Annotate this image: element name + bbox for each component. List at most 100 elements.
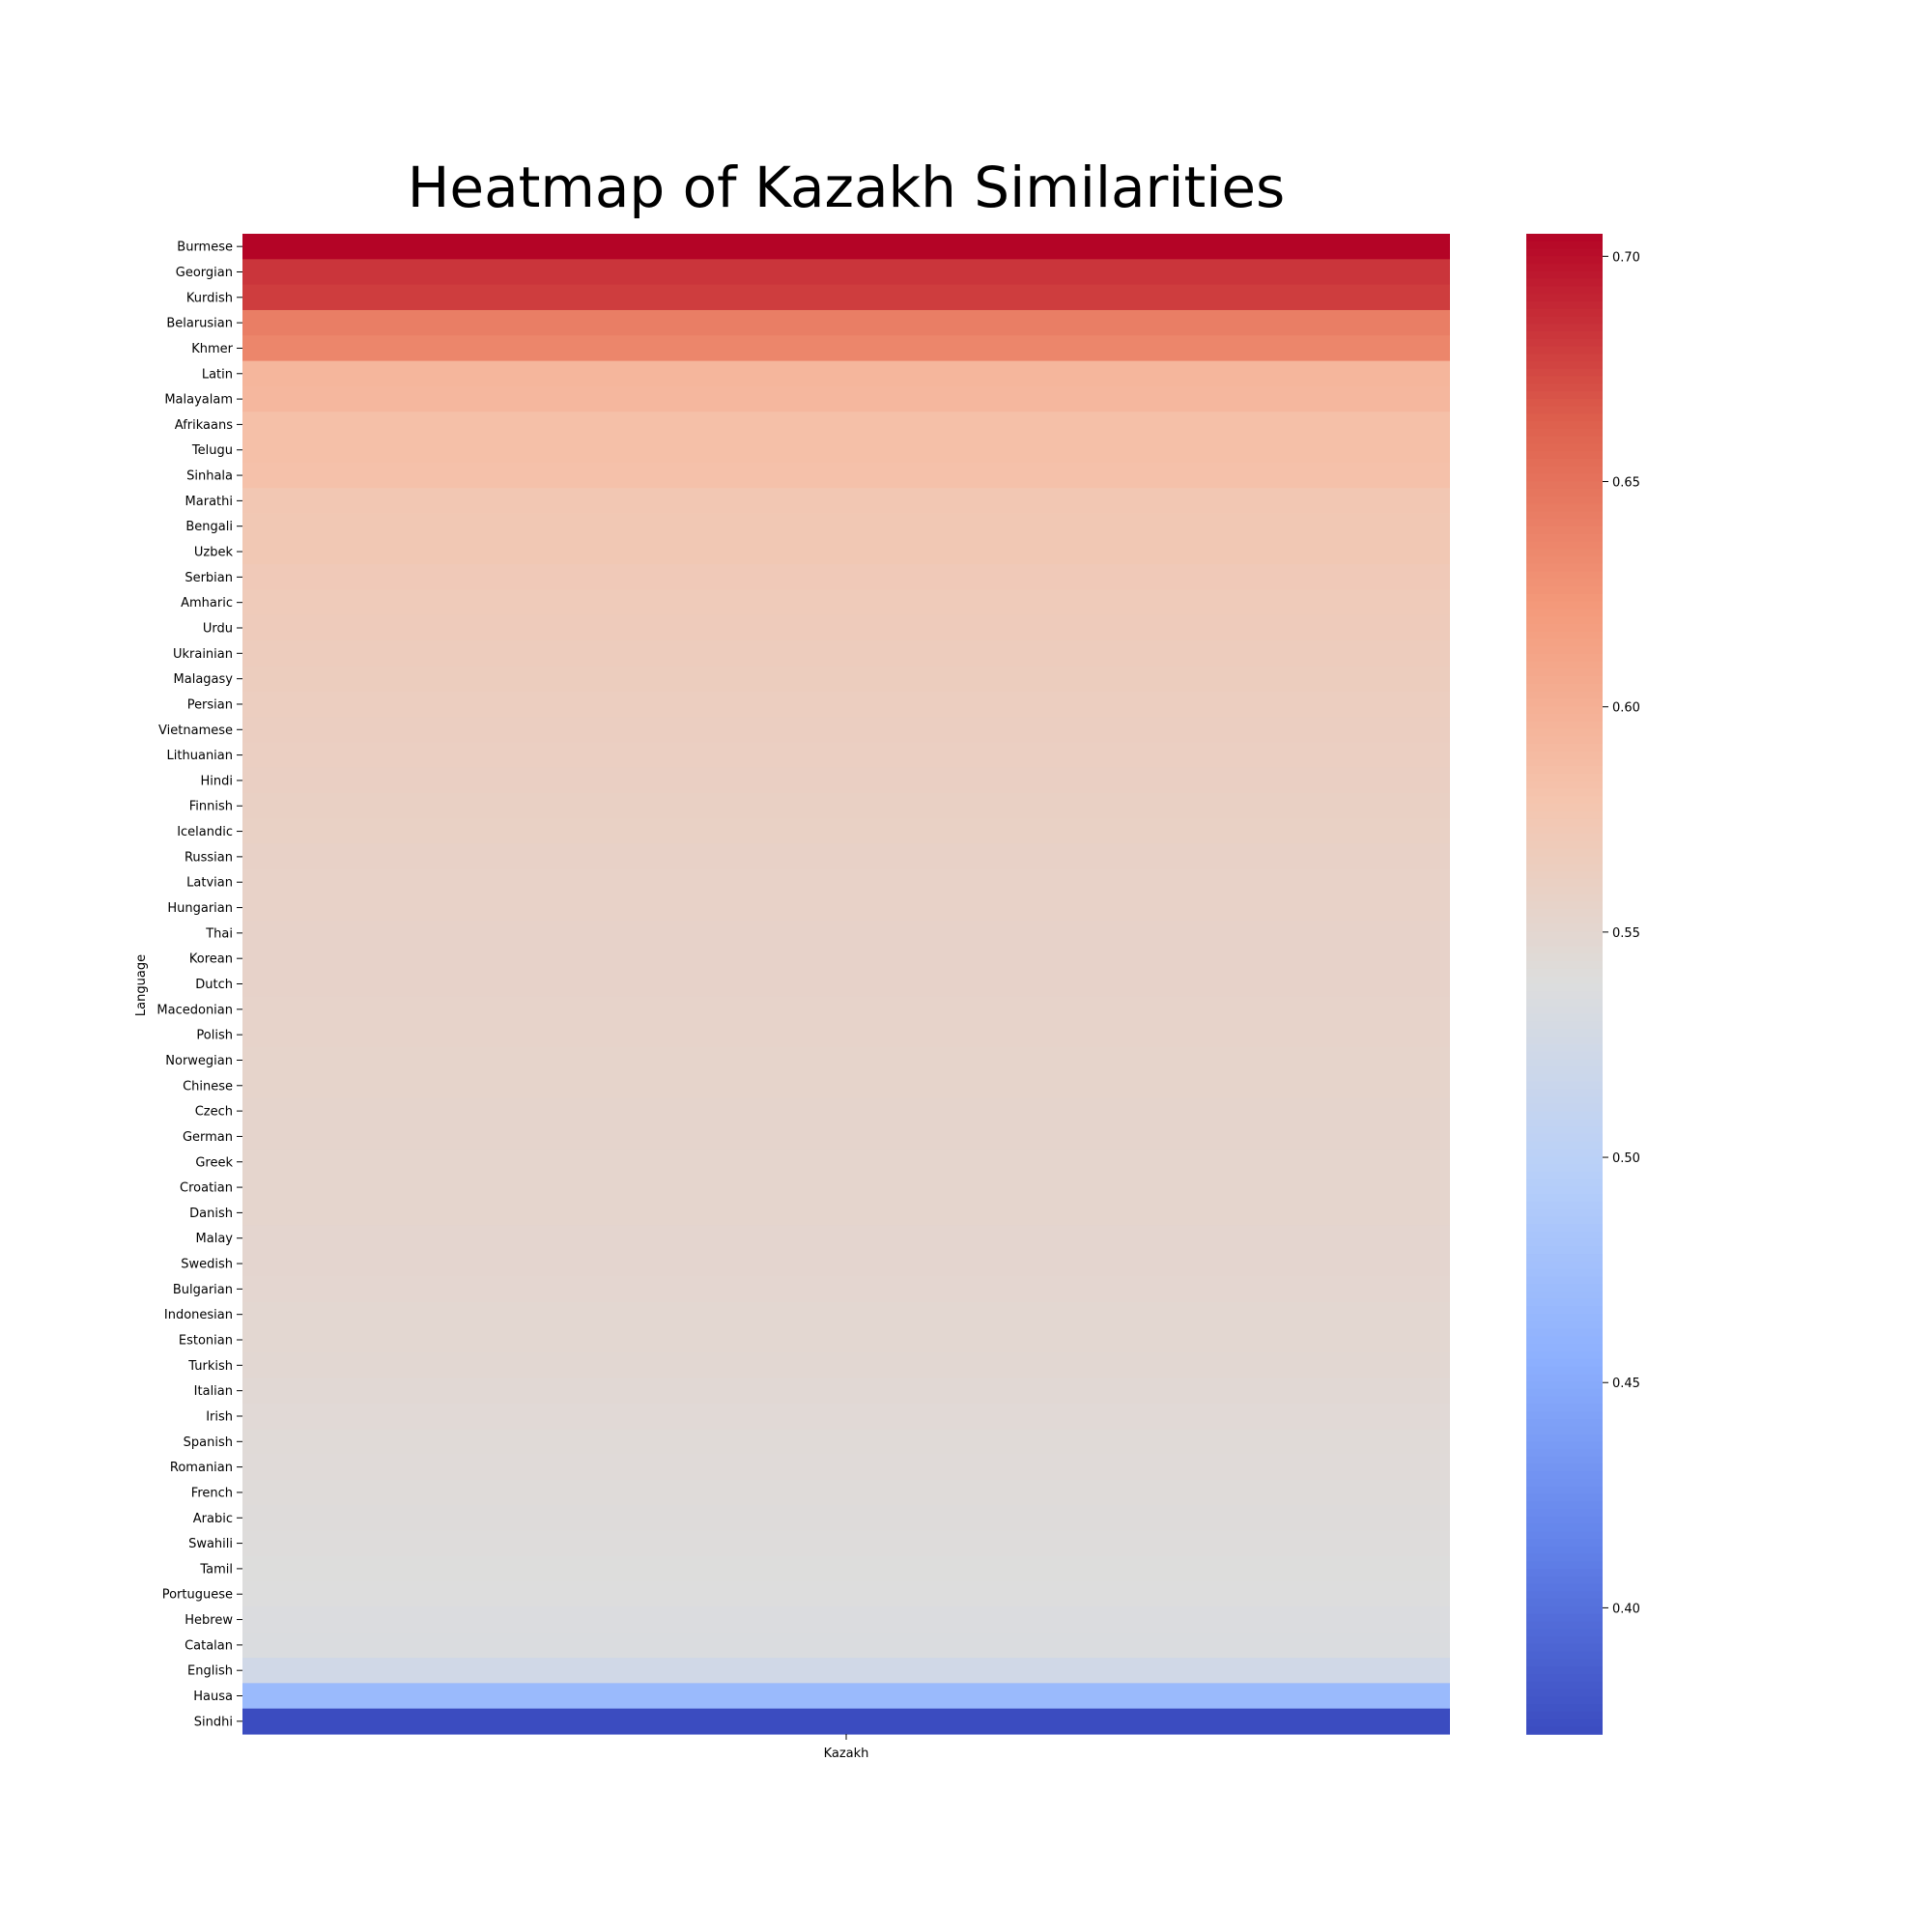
colorbar-segment xyxy=(1526,706,1603,715)
y-tick-label: Thai xyxy=(205,926,233,941)
colorbar-segment xyxy=(1526,443,1603,452)
colorbar-segment xyxy=(1526,999,1603,1008)
colorbar-segment xyxy=(1526,698,1603,707)
colorbar-segment xyxy=(1526,1366,1603,1376)
colorbar-tick-label: 0.60 xyxy=(1612,701,1640,716)
colorbar-segment xyxy=(1526,774,1603,782)
colorbar-segment xyxy=(1526,234,1603,242)
y-tick-label: Spanish xyxy=(184,1435,233,1450)
colorbar-segment xyxy=(1526,1441,1603,1450)
heatmap-cell xyxy=(242,1581,1450,1607)
colorbar-segment xyxy=(1526,1561,1603,1570)
colorbar-segment xyxy=(1526,549,1603,557)
colorbar-segment xyxy=(1526,1388,1603,1398)
colorbar-segment xyxy=(1526,616,1603,625)
colorbar-segment xyxy=(1526,1216,1603,1225)
colorbar-segment xyxy=(1526,1043,1603,1053)
heatmap-cell xyxy=(242,818,1450,845)
y-tick-label: Hungarian xyxy=(167,901,233,916)
heatmap-cell xyxy=(242,589,1450,616)
colorbar-segment xyxy=(1526,1111,1603,1121)
colorbar-segment xyxy=(1526,1501,1603,1510)
colorbar-segment xyxy=(1526,1426,1603,1435)
colorbar-segment xyxy=(1526,1681,1603,1690)
colorbar-segment xyxy=(1526,1673,1603,1683)
y-tick-label: Finnish xyxy=(189,800,233,814)
y-tick-label: Croatian xyxy=(180,1181,233,1196)
y-tick-label: Afrikaans xyxy=(175,418,233,433)
colorbar-segment xyxy=(1526,1629,1603,1637)
colorbar-segment xyxy=(1526,886,1603,895)
colorbar-segment xyxy=(1526,796,1603,805)
colorbar-segment xyxy=(1526,1478,1603,1488)
colorbar-segment xyxy=(1526,931,1603,940)
colorbar-segment xyxy=(1526,1238,1603,1248)
y-tick-label: Bulgarian xyxy=(173,1283,233,1297)
colorbar-segment xyxy=(1526,1231,1603,1240)
colorbar-tick-label: 0.40 xyxy=(1612,1602,1640,1616)
colorbar-segment xyxy=(1526,1089,1603,1097)
colorbar-tick-label: 0.65 xyxy=(1612,476,1640,491)
colorbar-tick-label: 0.55 xyxy=(1612,926,1640,941)
colorbar-segment xyxy=(1526,1328,1603,1338)
colorbar-segment xyxy=(1526,751,1603,760)
heatmap-cell xyxy=(242,717,1450,744)
heatmap-cell xyxy=(242,1429,1450,1456)
colorbar-segment xyxy=(1526,526,1603,535)
colorbar-segment xyxy=(1526,503,1603,513)
heatmap-cell xyxy=(242,1097,1450,1124)
colorbar-segment xyxy=(1526,1643,1603,1653)
y-tick-label: Irish xyxy=(206,1409,233,1424)
y-tick-label: Korean xyxy=(189,952,233,967)
colorbar-segment xyxy=(1526,519,1603,527)
colorbar-segment xyxy=(1526,308,1603,318)
colorbar-segment xyxy=(1526,840,1603,850)
heatmap-cell xyxy=(242,259,1450,286)
colorbar-segment xyxy=(1526,585,1603,595)
heatmap-cell xyxy=(242,614,1450,641)
colorbar-segment xyxy=(1526,555,1603,565)
colorbar-segment xyxy=(1526,1456,1603,1465)
y-axis-label: Language xyxy=(134,954,149,1016)
heatmap-cell xyxy=(242,1123,1450,1151)
colorbar-segment xyxy=(1526,1516,1603,1525)
colorbar-segment xyxy=(1526,1065,1603,1075)
colorbar-segment xyxy=(1526,1103,1603,1113)
colorbar-segment xyxy=(1526,533,1603,543)
colorbar-segment xyxy=(1526,354,1603,362)
y-tick-label: Hebrew xyxy=(185,1613,233,1628)
colorbar-segment xyxy=(1526,1471,1603,1480)
heatmap-cell xyxy=(242,1378,1450,1405)
colorbar-segment xyxy=(1526,1298,1603,1308)
colorbar-segment xyxy=(1526,834,1603,842)
y-tick-label: Bengali xyxy=(185,520,233,534)
heatmap-cell xyxy=(242,1021,1450,1048)
heatmap-cell xyxy=(242,1149,1450,1176)
colorbar-segment xyxy=(1526,1576,1603,1585)
colorbar-segment xyxy=(1526,691,1603,700)
y-tick-label: Greek xyxy=(195,1155,233,1170)
colorbar-segment xyxy=(1526,938,1603,948)
heatmap-cell xyxy=(242,1606,1450,1634)
y-tick-label: Persian xyxy=(187,697,233,712)
y-tick-label: Polish xyxy=(196,1029,233,1043)
colorbar-segment xyxy=(1526,436,1603,445)
heatmap-cell xyxy=(242,1352,1450,1379)
colorbar-segment xyxy=(1526,1306,1603,1315)
y-tick-label: Malayalam xyxy=(164,393,233,408)
colorbar-segment xyxy=(1526,384,1603,392)
colorbar-segment xyxy=(1526,1081,1603,1091)
y-tick-label: Urdu xyxy=(203,621,233,636)
heatmap-cell xyxy=(242,335,1450,362)
y-tick-label: Vietnamese xyxy=(158,724,233,738)
colorbar-segment xyxy=(1526,1314,1603,1322)
colorbar-segment xyxy=(1526,458,1603,468)
y-tick-label: Georgian xyxy=(176,266,233,280)
colorbar-segment xyxy=(1526,923,1603,932)
colorbar-segment xyxy=(1526,316,1603,325)
y-tick-label: Russian xyxy=(185,850,233,865)
colorbar-segment xyxy=(1526,1193,1603,1203)
colorbar-segment xyxy=(1526,1636,1603,1645)
colorbar-segment xyxy=(1526,1599,1603,1607)
